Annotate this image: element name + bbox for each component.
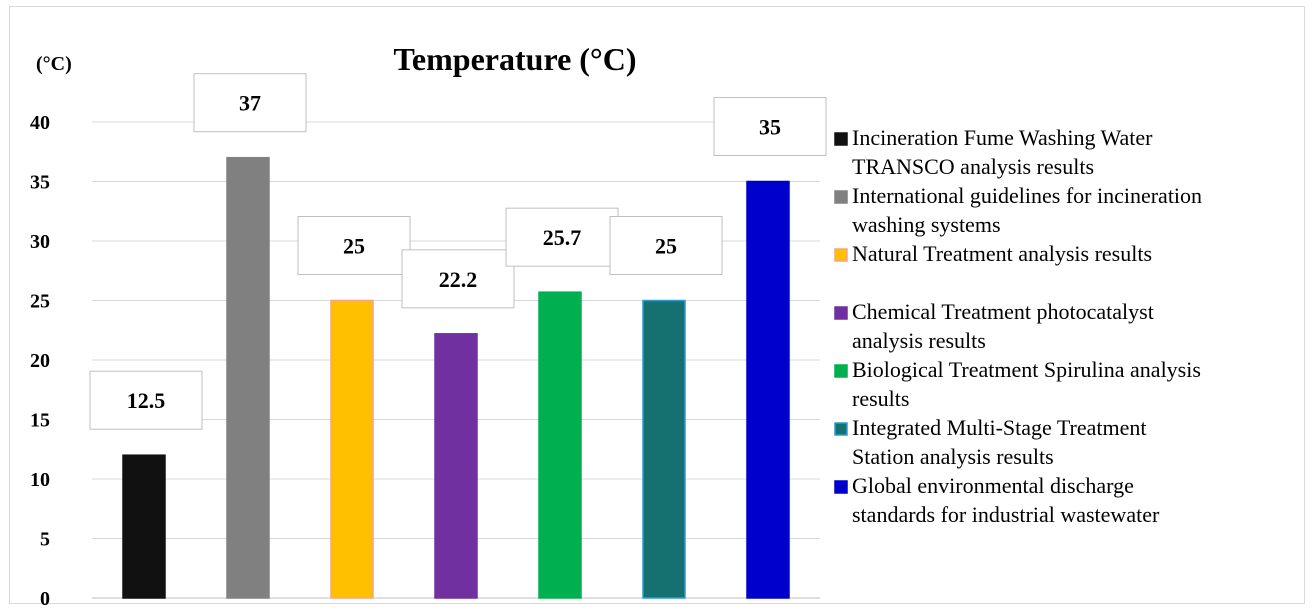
legend-label: Station analysis results <box>852 444 1054 469</box>
legend-label: Natural Treatment analysis results <box>852 241 1152 266</box>
data-label: 25.7 <box>543 225 582 250</box>
legend-label: washing systems <box>852 212 1001 237</box>
y-tick-label: 0 <box>40 588 50 609</box>
data-label: 25 <box>343 234 365 259</box>
legend-label: Chemical Treatment photocatalyst <box>852 299 1154 324</box>
data-label-box <box>193 73 307 133</box>
data-label-box <box>89 370 203 430</box>
legend-label: Biological Treatment Spirulina analysis <box>852 357 1201 382</box>
y-tick-label: 40 <box>30 112 50 134</box>
y-tick-label: 35 <box>30 172 50 194</box>
legend-swatch <box>834 306 848 320</box>
data-label: 22.2 <box>439 267 478 292</box>
bar <box>642 299 686 599</box>
chart-title: Temperature (°C) <box>394 41 637 77</box>
y-tick-label: 30 <box>30 231 50 253</box>
data-label-box <box>713 97 827 156</box>
legend-label: analysis results <box>852 328 986 353</box>
data-label: 25 <box>655 234 677 259</box>
legend-swatch <box>834 132 848 146</box>
y-tick-label: 10 <box>30 469 50 491</box>
y-axis-unit-label: (°C) <box>36 53 72 75</box>
y-tick-label: 25 <box>30 291 50 313</box>
bar <box>330 299 374 599</box>
legend-swatch <box>834 422 848 436</box>
bar <box>122 454 166 599</box>
legend-swatch <box>834 364 848 378</box>
data-label-box <box>297 216 411 275</box>
data-label: 12.5 <box>127 388 166 413</box>
data-label-box <box>401 249 515 309</box>
bar <box>538 291 582 599</box>
data-label: 37 <box>239 91 261 116</box>
legend-label: Integrated Multi-Stage Treatment <box>852 415 1147 440</box>
legend-swatch <box>834 480 848 494</box>
data-label-box <box>505 207 619 267</box>
bar <box>434 333 478 599</box>
legend-label: Incineration Fume Washing Water <box>852 125 1153 150</box>
bar <box>226 156 270 599</box>
legend-swatch <box>834 190 848 204</box>
y-tick-label: 20 <box>30 350 50 372</box>
legend-label: TRANSCO analysis results <box>852 154 1094 179</box>
y-tick-label: 15 <box>30 410 50 432</box>
legend-label: International guidelines for incineratio… <box>852 183 1202 208</box>
legend-swatch <box>834 248 848 262</box>
legend-label: results <box>852 386 909 411</box>
bar <box>746 180 790 599</box>
data-label: 35 <box>759 115 781 140</box>
legend-label: standards for industrial wastewater <box>852 502 1160 527</box>
data-label-box <box>609 216 723 275</box>
legend-label: Global environmental discharge <box>852 473 1134 498</box>
y-tick-label: 5 <box>40 529 50 551</box>
